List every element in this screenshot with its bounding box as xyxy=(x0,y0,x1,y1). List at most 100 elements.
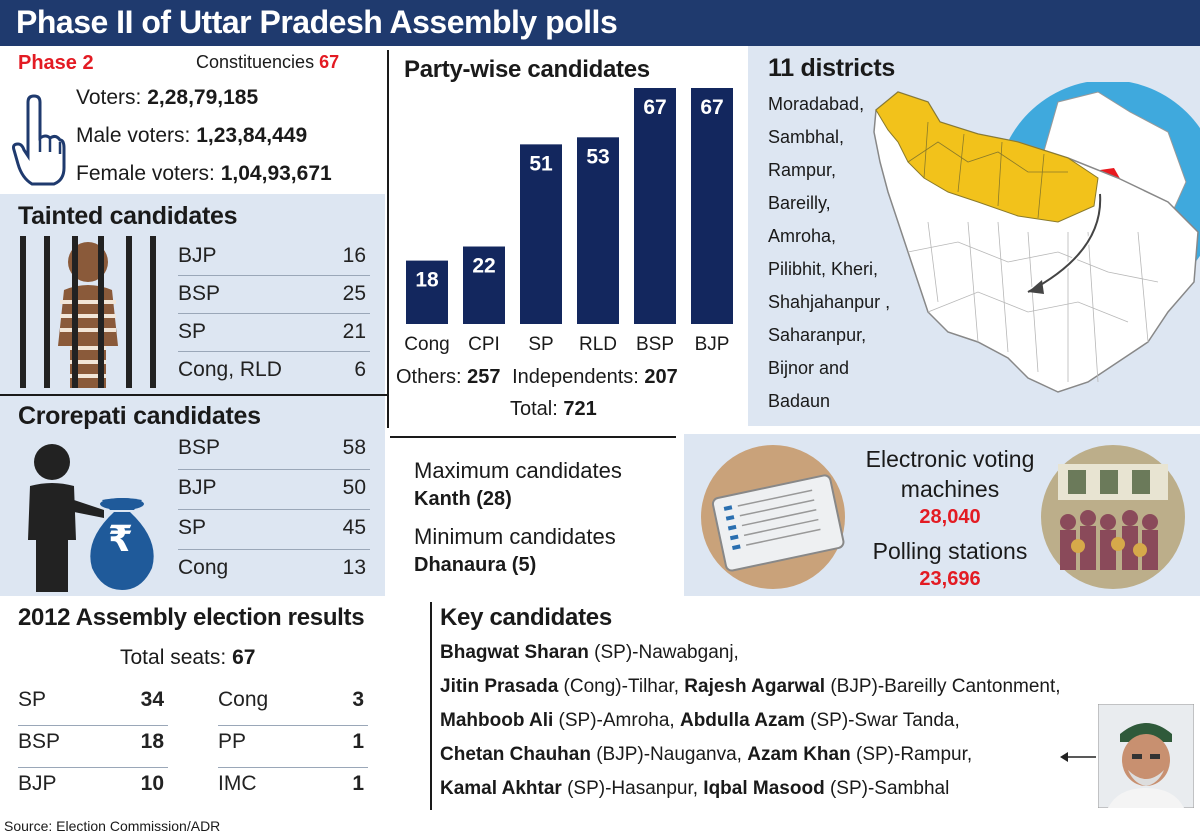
divider xyxy=(387,50,389,428)
list-item: SP 34 xyxy=(18,684,168,726)
arrow-left-icon xyxy=(1060,752,1096,762)
crorepati-list: BSP 58 BJP 50 SP 45 Cong 13 xyxy=(178,430,370,590)
voters-value: 2,28,79,185 xyxy=(147,86,259,109)
chart-total: Total: 721 xyxy=(510,398,597,420)
crorepati-title: Crorepati candidates xyxy=(18,402,261,430)
list-item: BJP 10 xyxy=(18,772,164,795)
money-bag-person-icon xyxy=(28,444,154,592)
list-item: Shahjahanpur , xyxy=(768,292,891,312)
bar-chart-panel: Party-wise candidates 18 Cong 22 CPI 51 SP 53 R… xyxy=(392,48,742,434)
results-total-seats: Total seats: 67 xyxy=(120,646,256,669)
bar-bjp xyxy=(691,88,733,324)
districts-panel: 11 districts Moradabad, Sambhal, Rampur,… xyxy=(748,46,1200,426)
phase-label: Phase 2 xyxy=(18,52,94,74)
list-item: BSP 58 xyxy=(178,430,370,470)
list-item: Cong, RLD 6 xyxy=(178,358,366,381)
male-voters-row: Male voters: 1,23,84,449 xyxy=(76,124,308,147)
list-item: SP 45 xyxy=(178,510,370,550)
results-2012-title: 2012 Assembly election results xyxy=(18,604,365,631)
category-label: RLD xyxy=(579,334,617,355)
voters-row: Voters: 2,28,79,185 xyxy=(76,86,259,109)
list-item: Badaun xyxy=(768,391,831,411)
bar-sp xyxy=(520,144,562,324)
polling-label: Polling stations xyxy=(872,538,1028,564)
category-label: Cong xyxy=(404,334,449,355)
list-item: IMC 1 xyxy=(218,772,364,795)
source-note: Source: Election Commission/ADR xyxy=(4,818,221,834)
male-voters-value: 1,23,84,449 xyxy=(196,124,308,147)
candidates-line: Chetan Chauhan (BJP)-Nauganva, Azam Khan… xyxy=(440,744,973,765)
constituencies: Constituencies 67 xyxy=(196,52,339,73)
tainted-panel: Tainted candidates BJP 16 B xyxy=(0,194,385,394)
bar-value-label: 51 xyxy=(529,152,553,175)
crorepati-panel: Crorepati candidates ₹ BSP 58 BJP 50 SP … xyxy=(0,396,385,596)
evm-value: 28,040 xyxy=(919,506,981,528)
finger-icon xyxy=(12,94,66,186)
bar-value-label: 67 xyxy=(643,96,666,119)
candidates-line: Mahboob Ali (SP)-Amroha, Abdulla Azam (S… xyxy=(440,710,960,731)
bar-value-label: 53 xyxy=(586,145,609,168)
bar-value-label: 67 xyxy=(700,96,723,119)
max-value: Kanth (28) xyxy=(414,488,512,510)
header-bar: Phase II of Uttar Pradesh Assembly polls xyxy=(0,0,1200,46)
divider xyxy=(0,394,388,396)
candidates-line: Bhagwat Sharan (SP)-Nawabganj, xyxy=(440,642,739,663)
page-title: Phase II of Uttar Pradesh Assembly polls xyxy=(16,4,618,40)
list-item: BJP 50 xyxy=(178,470,370,510)
polling-value: 23,696 xyxy=(919,568,981,590)
constituencies-label: Constituencies xyxy=(196,52,315,72)
list-item: BJP 16 xyxy=(178,238,370,276)
bar-bsp xyxy=(634,88,676,324)
chart-others: Others: 257 Independents: 207 xyxy=(396,366,678,388)
list-item: Sambhal, xyxy=(768,127,845,147)
bar-value-label: 22 xyxy=(472,255,495,278)
list-item: Rampur, xyxy=(768,160,837,180)
chart-title: Party-wise candidates xyxy=(404,56,650,83)
list-item: Amroha, xyxy=(768,226,837,246)
list-item: Saharanpur, xyxy=(768,325,867,345)
districts-title: 11 districts xyxy=(768,54,896,82)
candidates-line: Kamal Akhtar (SP)-Hasanpur, Iqbal Masood… xyxy=(440,778,950,799)
list-item: Cong 13 xyxy=(178,556,366,579)
results-right-col: Cong 3 PP 1 IMC 1 xyxy=(218,684,368,810)
bar-cong xyxy=(406,260,448,324)
bar-rld xyxy=(577,137,619,324)
list-item: BSP 18 xyxy=(18,726,168,768)
phase-panel: Phase 2 Constituencies 67 Voters: 2,28,7… xyxy=(0,46,385,192)
bar-value-label: 18 xyxy=(415,269,439,292)
evm-label: Electronic voting machines xyxy=(865,446,1035,502)
districts-list: Moradabad, Sambhal, Rampur, Bareilly, Am… xyxy=(768,94,890,424)
divider xyxy=(390,436,676,438)
min-value: Dhanaura (5) xyxy=(414,554,537,576)
tainted-list: BJP 16 BSP 25 SP 21 Cong, RLD 6 xyxy=(178,238,370,390)
key-candidates-panel: Key candidates Bhagwat Sharan (SP)-Nawab… xyxy=(436,600,1200,816)
max-label: Maximum candidates xyxy=(414,458,622,483)
bar-chart: 18 Cong 22 CPI 51 SP 53 RLD 67 BSP 67 BJP xyxy=(404,88,733,355)
list-item: PP 1 xyxy=(218,726,368,768)
category-label: CPI xyxy=(468,334,500,355)
rupee-icon: ₹ xyxy=(108,518,134,559)
category-label: BJP xyxy=(695,334,730,355)
evm-machine-icon xyxy=(701,445,845,589)
list-item: BSP 25 xyxy=(178,276,370,314)
minmax-panel: Maximum candidates Kanth (28) Minimum ca… xyxy=(392,440,682,590)
candidate-portrait xyxy=(1098,704,1194,808)
category-label: BSP xyxy=(636,334,674,355)
tainted-title: Tainted candidates xyxy=(18,202,238,230)
key-candidates-title: Key candidates xyxy=(440,604,612,631)
list-item: Bijnor and xyxy=(768,358,850,378)
female-voters-row: Female voters: 1,04,93,671 xyxy=(76,162,332,185)
jail-icon xyxy=(20,236,156,388)
evm-panel: Electronic voting machines 28,040 Pollin… xyxy=(684,434,1200,596)
category-label: SP xyxy=(528,334,553,355)
candidates-line: Jitin Prasada (Cong)-Tilhar, Rajesh Agar… xyxy=(440,676,1061,697)
uttar-pradesh-map xyxy=(873,82,1200,393)
list-item: Pilibhit, Kheri, xyxy=(768,259,879,279)
results-left-col: SP 34 BSP 18 BJP 10 xyxy=(18,684,168,810)
results-2012-panel: 2012 Assembly election results Total sea… xyxy=(0,598,420,816)
polling-crowd-icon xyxy=(1041,445,1185,589)
list-item: Bareilly, xyxy=(768,193,831,213)
female-voters-value: 1,04,93,671 xyxy=(220,162,332,185)
constituencies-value: 67 xyxy=(319,52,340,72)
divider xyxy=(430,602,432,810)
